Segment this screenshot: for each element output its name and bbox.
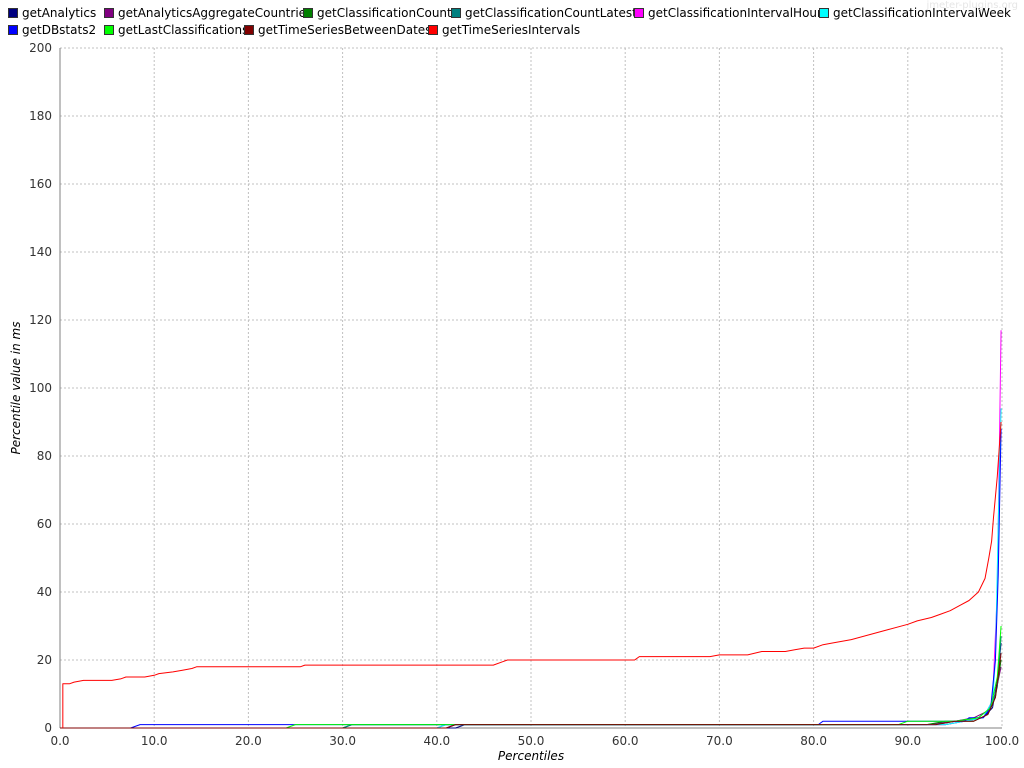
legend-swatch bbox=[451, 8, 461, 18]
y-tick-label: 140 bbox=[29, 245, 52, 259]
legend-label: getClassificationCountLatest bbox=[465, 6, 637, 20]
x-axis-title: Percentiles bbox=[498, 749, 564, 763]
y-tick-label: 60 bbox=[37, 517, 52, 531]
legend-swatch bbox=[303, 8, 313, 18]
legend-item: getTimeSeriesIntervals bbox=[428, 23, 580, 37]
x-tick-label: 80.0 bbox=[800, 734, 827, 748]
legend-label: getTimeSeriesIntervals bbox=[442, 23, 581, 37]
legend-item: getDBstats2 bbox=[8, 23, 96, 37]
legend-swatch bbox=[8, 25, 18, 35]
legend-item: getTimeSeriesBetweenDates bbox=[244, 23, 431, 37]
y-axis-title: Percentile value in ms bbox=[9, 322, 23, 455]
x-tick-label: 100.0 bbox=[985, 734, 1019, 748]
x-tick-label: 50.0 bbox=[518, 734, 545, 748]
y-tick-label: 100 bbox=[29, 381, 52, 395]
legend-swatch bbox=[634, 8, 644, 18]
legend-label: getClassificationCount bbox=[317, 6, 452, 20]
x-tick-label: 0.0 bbox=[50, 734, 69, 748]
legend-label: getClassificationIntervalHour bbox=[648, 6, 822, 20]
legend-swatch bbox=[104, 8, 114, 18]
x-tick-label: 60.0 bbox=[612, 734, 639, 748]
legend-item: getClassificationCountLatest bbox=[451, 6, 637, 20]
series-line-getTimeSeriesIntervals bbox=[62, 421, 1002, 728]
series-lines bbox=[60, 330, 1002, 729]
y-tick-label: 80 bbox=[37, 449, 52, 463]
legend-label: getAnalytics bbox=[22, 6, 97, 20]
legend-label: getDBstats2 bbox=[22, 23, 97, 37]
legend-item: getAnalytics bbox=[8, 6, 96, 20]
x-tick-label: 20.0 bbox=[235, 734, 262, 748]
x-tick-label: 10.0 bbox=[141, 734, 168, 748]
x-tick-label: 30.0 bbox=[329, 734, 356, 748]
grid bbox=[60, 47, 1003, 728]
watermark: jmeter-plugins.org bbox=[926, 0, 1018, 11]
legend-swatch bbox=[8, 8, 18, 18]
series-line-getClassificationIntervalWeek bbox=[60, 408, 1002, 729]
y-tick-label: 120 bbox=[29, 313, 52, 327]
legend-label: getClassificationIntervalWeek bbox=[833, 6, 1011, 20]
x-tick-label: 40.0 bbox=[423, 734, 450, 748]
legend-label: getLastClassifications bbox=[118, 23, 249, 37]
legend-item: getClassificationIntervalWeek bbox=[819, 6, 1011, 20]
y-tick-label: 0 bbox=[44, 721, 52, 735]
y-tick-label: 180 bbox=[29, 109, 52, 123]
legend-swatch bbox=[428, 25, 438, 35]
series-line-getLastClassifications bbox=[60, 625, 1002, 729]
y-tick-label: 160 bbox=[29, 177, 52, 191]
legend-swatch bbox=[244, 25, 254, 35]
legend-label: getAnalyticsAggregateCountries bbox=[118, 6, 313, 20]
legend-item: getLastClassifications bbox=[104, 23, 248, 37]
legend-item: getAnalyticsAggregateCountries bbox=[104, 6, 312, 20]
series-line-getTimeSeriesBetweenDates bbox=[60, 653, 1002, 729]
legend-label: getTimeSeriesBetweenDates bbox=[258, 23, 432, 37]
y-tick-label: 200 bbox=[29, 41, 52, 55]
x-tick-label: 90.0 bbox=[894, 734, 921, 748]
tick-labels: 0.0 10.0 20.0 30.0 40.0 50.0 60.0 70.0 80.0 90.0 1… bbox=[29, 41, 1019, 748]
legend-item: getClassificationCount bbox=[303, 6, 452, 20]
legend-swatch bbox=[104, 25, 114, 35]
y-tick-label: 40 bbox=[37, 585, 52, 599]
legend-item: getClassificationIntervalHour bbox=[634, 6, 822, 20]
y-tick-label: 20 bbox=[37, 653, 52, 667]
legend-swatch bbox=[819, 8, 829, 18]
x-tick-label: 70.0 bbox=[706, 734, 733, 748]
